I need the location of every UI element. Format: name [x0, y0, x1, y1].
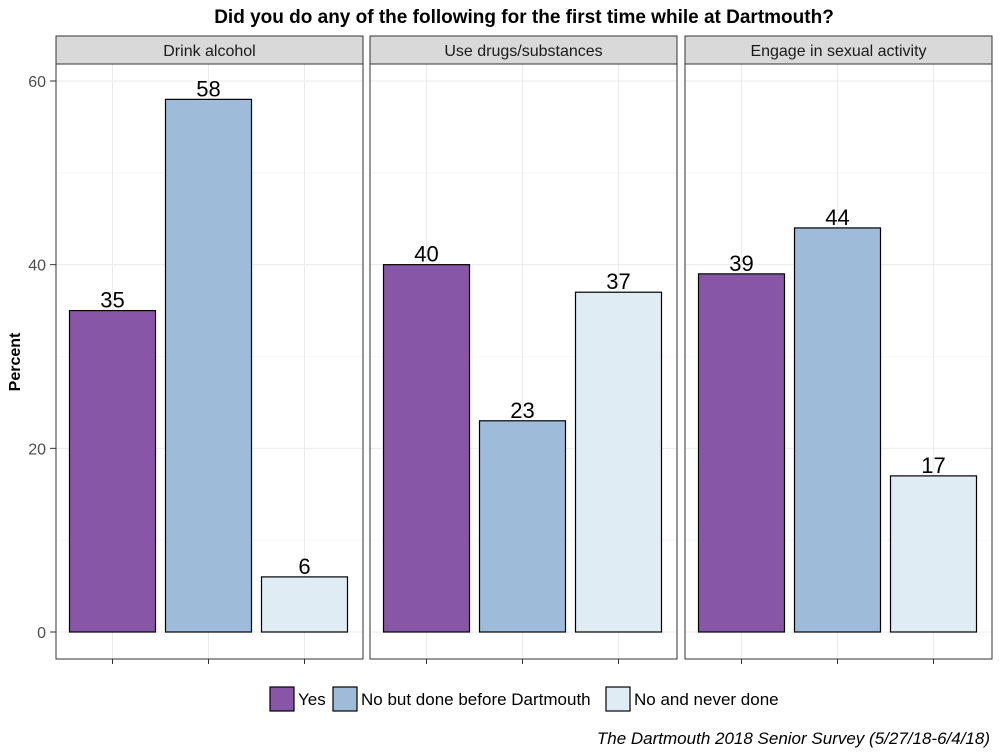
- y-axis-label: Percent: [7, 332, 24, 391]
- legend-label: Yes: [298, 690, 326, 709]
- data-label: 44: [825, 205, 849, 230]
- data-label: 40: [414, 242, 438, 267]
- facet-label: Drink alcohol: [163, 43, 255, 60]
- bar: [697, 273, 786, 633]
- legend-label: No and never done: [634, 690, 779, 709]
- chart-title: Did you do any of the following for the …: [214, 7, 834, 28]
- legend: Yes No but done before Dartmouth No and ne…: [269, 686, 779, 712]
- y-tick-label: 60: [28, 74, 46, 91]
- data-label: 17: [921, 453, 945, 478]
- data-label: 35: [100, 288, 124, 313]
- bar: [793, 227, 882, 633]
- y-tick-label: 40: [28, 258, 46, 275]
- data-label: 58: [196, 76, 220, 101]
- facet-strip: [684, 35, 993, 65]
- panel-border: [684, 63, 993, 660]
- bar: [574, 291, 663, 633]
- facet-label: Engage in sexual activity: [750, 43, 926, 60]
- legend-label: No but done before Dartmouth: [361, 690, 591, 709]
- bar: [478, 420, 567, 633]
- bar: [164, 98, 253, 633]
- data-label: 6: [298, 554, 310, 579]
- facet-strip: [369, 35, 678, 65]
- bar: [68, 309, 157, 633]
- facet-label: Use drugs/substances: [444, 43, 602, 60]
- facet-strip: [55, 35, 364, 65]
- legend-swatch: [269, 686, 295, 712]
- chart-caption: The Dartmouth 2018 Senior Survey (5/27/1…: [597, 729, 990, 748]
- y-tick-label: 0: [37, 625, 46, 642]
- bar: [382, 264, 471, 633]
- legend-swatch: [605, 686, 631, 712]
- bar: [889, 475, 978, 633]
- bar: [260, 576, 349, 633]
- y-tick-label: 20: [28, 441, 46, 458]
- panel-border: [55, 63, 364, 660]
- data-label: 23: [510, 398, 534, 423]
- legend-swatch: [332, 686, 358, 712]
- plot-area: 0 20 40 60 Drink alcohol 35 58 6 Use drugs/subst…: [28, 35, 993, 664]
- data-label: 37: [606, 269, 630, 294]
- data-label: 39: [729, 251, 753, 276]
- panel-border: [369, 63, 678, 660]
